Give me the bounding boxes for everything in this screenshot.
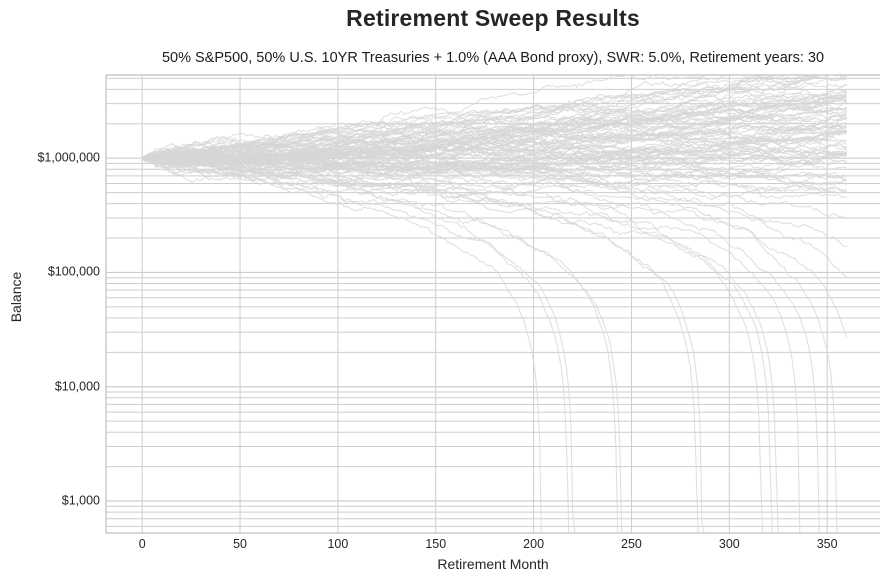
x-tick-label: 100 — [327, 537, 349, 551]
simulation-path — [141, 129, 847, 171]
simulation-path — [142, 157, 623, 533]
y-axis-label: Balance — [8, 271, 24, 323]
simulation-path — [141, 157, 847, 201]
simulation-path — [142, 156, 848, 182]
simulation-path — [141, 152, 847, 192]
simulation-path — [141, 153, 705, 533]
y-tick-label: $10,000 — [54, 379, 100, 394]
simulation-path — [142, 92, 847, 160]
simulation-path — [141, 157, 542, 533]
y-tick-label: $1,000 — [61, 493, 100, 508]
axes-spines — [105, 74, 880, 534]
simulation-path — [141, 128, 847, 159]
simulation-path — [142, 100, 847, 160]
gridlines — [106, 75, 880, 533]
simulation-path — [141, 143, 848, 165]
simulation-path — [142, 156, 764, 533]
simulation-path — [142, 100, 847, 159]
chart-title: Retirement Sweep Results — [346, 5, 640, 31]
simulation-path — [141, 157, 576, 533]
chart-subtitle: 50% S&P500, 50% U.S. 10YR Treasuries + 1… — [161, 50, 825, 66]
x-tick-label: 200 — [523, 537, 545, 551]
simulation-path — [141, 155, 820, 533]
simulation-path — [142, 114, 847, 161]
x-tick-label: 250 — [621, 537, 642, 551]
simulation-path — [142, 148, 848, 338]
y-tick-label: $1,000,000 — [37, 150, 100, 165]
simulation-path — [142, 75, 829, 161]
simulation-path — [141, 155, 619, 533]
x-tick-label: 300 — [718, 537, 740, 551]
simulation-path — [141, 128, 847, 169]
x-tick-label: 0 — [138, 537, 146, 551]
x-tick-label: 50 — [233, 537, 247, 551]
x-tick-label: 350 — [816, 537, 838, 551]
simulation-paths — [141, 75, 848, 533]
simulation-path — [141, 75, 847, 159]
simulation-path — [141, 147, 848, 171]
x-tick-label: 150 — [425, 537, 447, 551]
simulation-path — [141, 157, 779, 533]
simulation-path — [141, 157, 699, 533]
simulation-path — [142, 75, 772, 166]
y-tick-label: $100,000 — [47, 265, 100, 280]
simulation-path — [141, 106, 848, 162]
simulation-path — [141, 149, 838, 533]
x-axis-label: Retirement Month — [437, 556, 549, 572]
simulation-path — [142, 157, 773, 533]
